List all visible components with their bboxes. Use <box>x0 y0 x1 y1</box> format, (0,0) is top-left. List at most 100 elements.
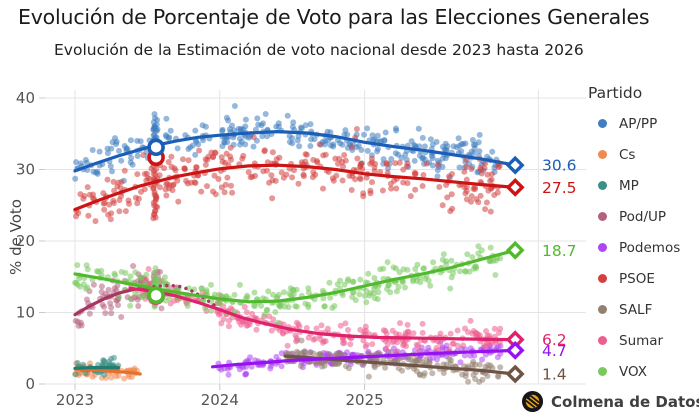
poll-point <box>411 142 418 148</box>
poll-point <box>340 340 347 347</box>
poll-point <box>259 133 266 140</box>
poll-point <box>127 273 134 280</box>
poll-point <box>269 149 276 156</box>
trend-line-psoe <box>73 163 517 212</box>
poll-point <box>337 277 344 284</box>
poll-point <box>357 326 364 333</box>
poll-point <box>396 269 403 276</box>
poll-point <box>396 159 403 166</box>
poll-point <box>262 111 269 117</box>
poll-point <box>421 265 427 272</box>
poll-point <box>393 288 400 295</box>
poll-point <box>478 170 485 177</box>
poll-point <box>393 265 399 272</box>
poll-point <box>268 362 274 369</box>
poll-point <box>469 137 476 143</box>
poll-point <box>116 197 123 204</box>
poll-point <box>211 172 218 179</box>
poll-point <box>86 310 93 317</box>
poll-point <box>410 276 417 283</box>
poll-point <box>307 121 314 128</box>
poll-point <box>104 150 111 157</box>
poll-point <box>127 137 134 144</box>
poll-point <box>446 346 453 353</box>
poll-point <box>108 304 115 311</box>
poll-point <box>455 135 462 142</box>
poll-point <box>199 122 206 129</box>
poll-point <box>404 321 411 328</box>
poll-point <box>270 291 276 298</box>
poll-point <box>354 155 361 162</box>
poll-point <box>229 122 235 129</box>
poll-point <box>250 134 257 141</box>
poll-point <box>138 188 144 195</box>
poll-point <box>363 341 370 348</box>
poll-point <box>84 184 91 191</box>
poll-point <box>101 206 108 213</box>
poll-point <box>208 307 215 314</box>
bee-hive-icon <box>521 390 544 413</box>
legend-item-cs: Cs <box>588 139 698 170</box>
poll-point <box>316 350 323 357</box>
poll-point <box>393 349 400 356</box>
poll-point <box>439 256 446 263</box>
poll-point <box>483 328 490 335</box>
poll-point <box>188 179 195 186</box>
poll-point <box>341 131 348 138</box>
poll-point <box>175 198 182 205</box>
poll-point <box>225 371 232 378</box>
poll-point <box>349 294 356 300</box>
poll-point <box>231 103 238 109</box>
poll-point <box>463 176 470 183</box>
poll-point <box>108 310 115 317</box>
poll-point <box>101 358 108 365</box>
legend-item-salf: SALF <box>588 294 698 325</box>
poll-point <box>353 126 360 132</box>
poll-point <box>113 141 119 148</box>
legend-label: SALF <box>619 301 653 318</box>
poll-point <box>106 358 113 365</box>
poll-point <box>185 285 192 292</box>
poll-point <box>463 196 470 203</box>
poll-point <box>387 289 394 296</box>
legend-dot <box>598 212 607 221</box>
poll-point <box>250 143 257 150</box>
poll-point <box>196 147 203 154</box>
poll-point <box>300 173 307 180</box>
poll-point <box>107 163 114 170</box>
poll-point <box>482 206 489 213</box>
poll-point <box>449 340 456 347</box>
poll-point <box>73 279 80 286</box>
poll-point <box>254 115 261 122</box>
poll-point <box>202 156 209 163</box>
poll-point <box>460 342 467 349</box>
poll-point <box>163 192 170 199</box>
poll-point <box>261 147 268 154</box>
poll-point <box>80 195 87 202</box>
poll-point <box>284 112 291 119</box>
poll-point <box>385 282 392 289</box>
poll-point <box>436 184 443 190</box>
poll-point <box>231 291 238 298</box>
poll-point <box>349 278 356 285</box>
poll-point <box>290 119 297 126</box>
poll-point <box>342 320 349 327</box>
poll-point <box>73 159 80 166</box>
poll-point <box>114 282 121 289</box>
poll-point <box>152 195 159 202</box>
poll-point <box>413 341 420 348</box>
poll-point <box>77 191 84 198</box>
poll-point <box>456 164 463 171</box>
poll-point <box>419 155 426 162</box>
poll-point <box>152 115 158 122</box>
legend-dot <box>598 181 607 190</box>
poll-point <box>342 157 349 164</box>
poll-point <box>364 147 371 154</box>
poll-point <box>374 132 381 139</box>
poll-point <box>144 175 151 182</box>
poll-point <box>112 373 119 380</box>
poll-point <box>460 140 467 147</box>
trend-line-cs <box>73 367 142 376</box>
poll-point <box>408 357 415 364</box>
poll-point <box>125 197 132 204</box>
